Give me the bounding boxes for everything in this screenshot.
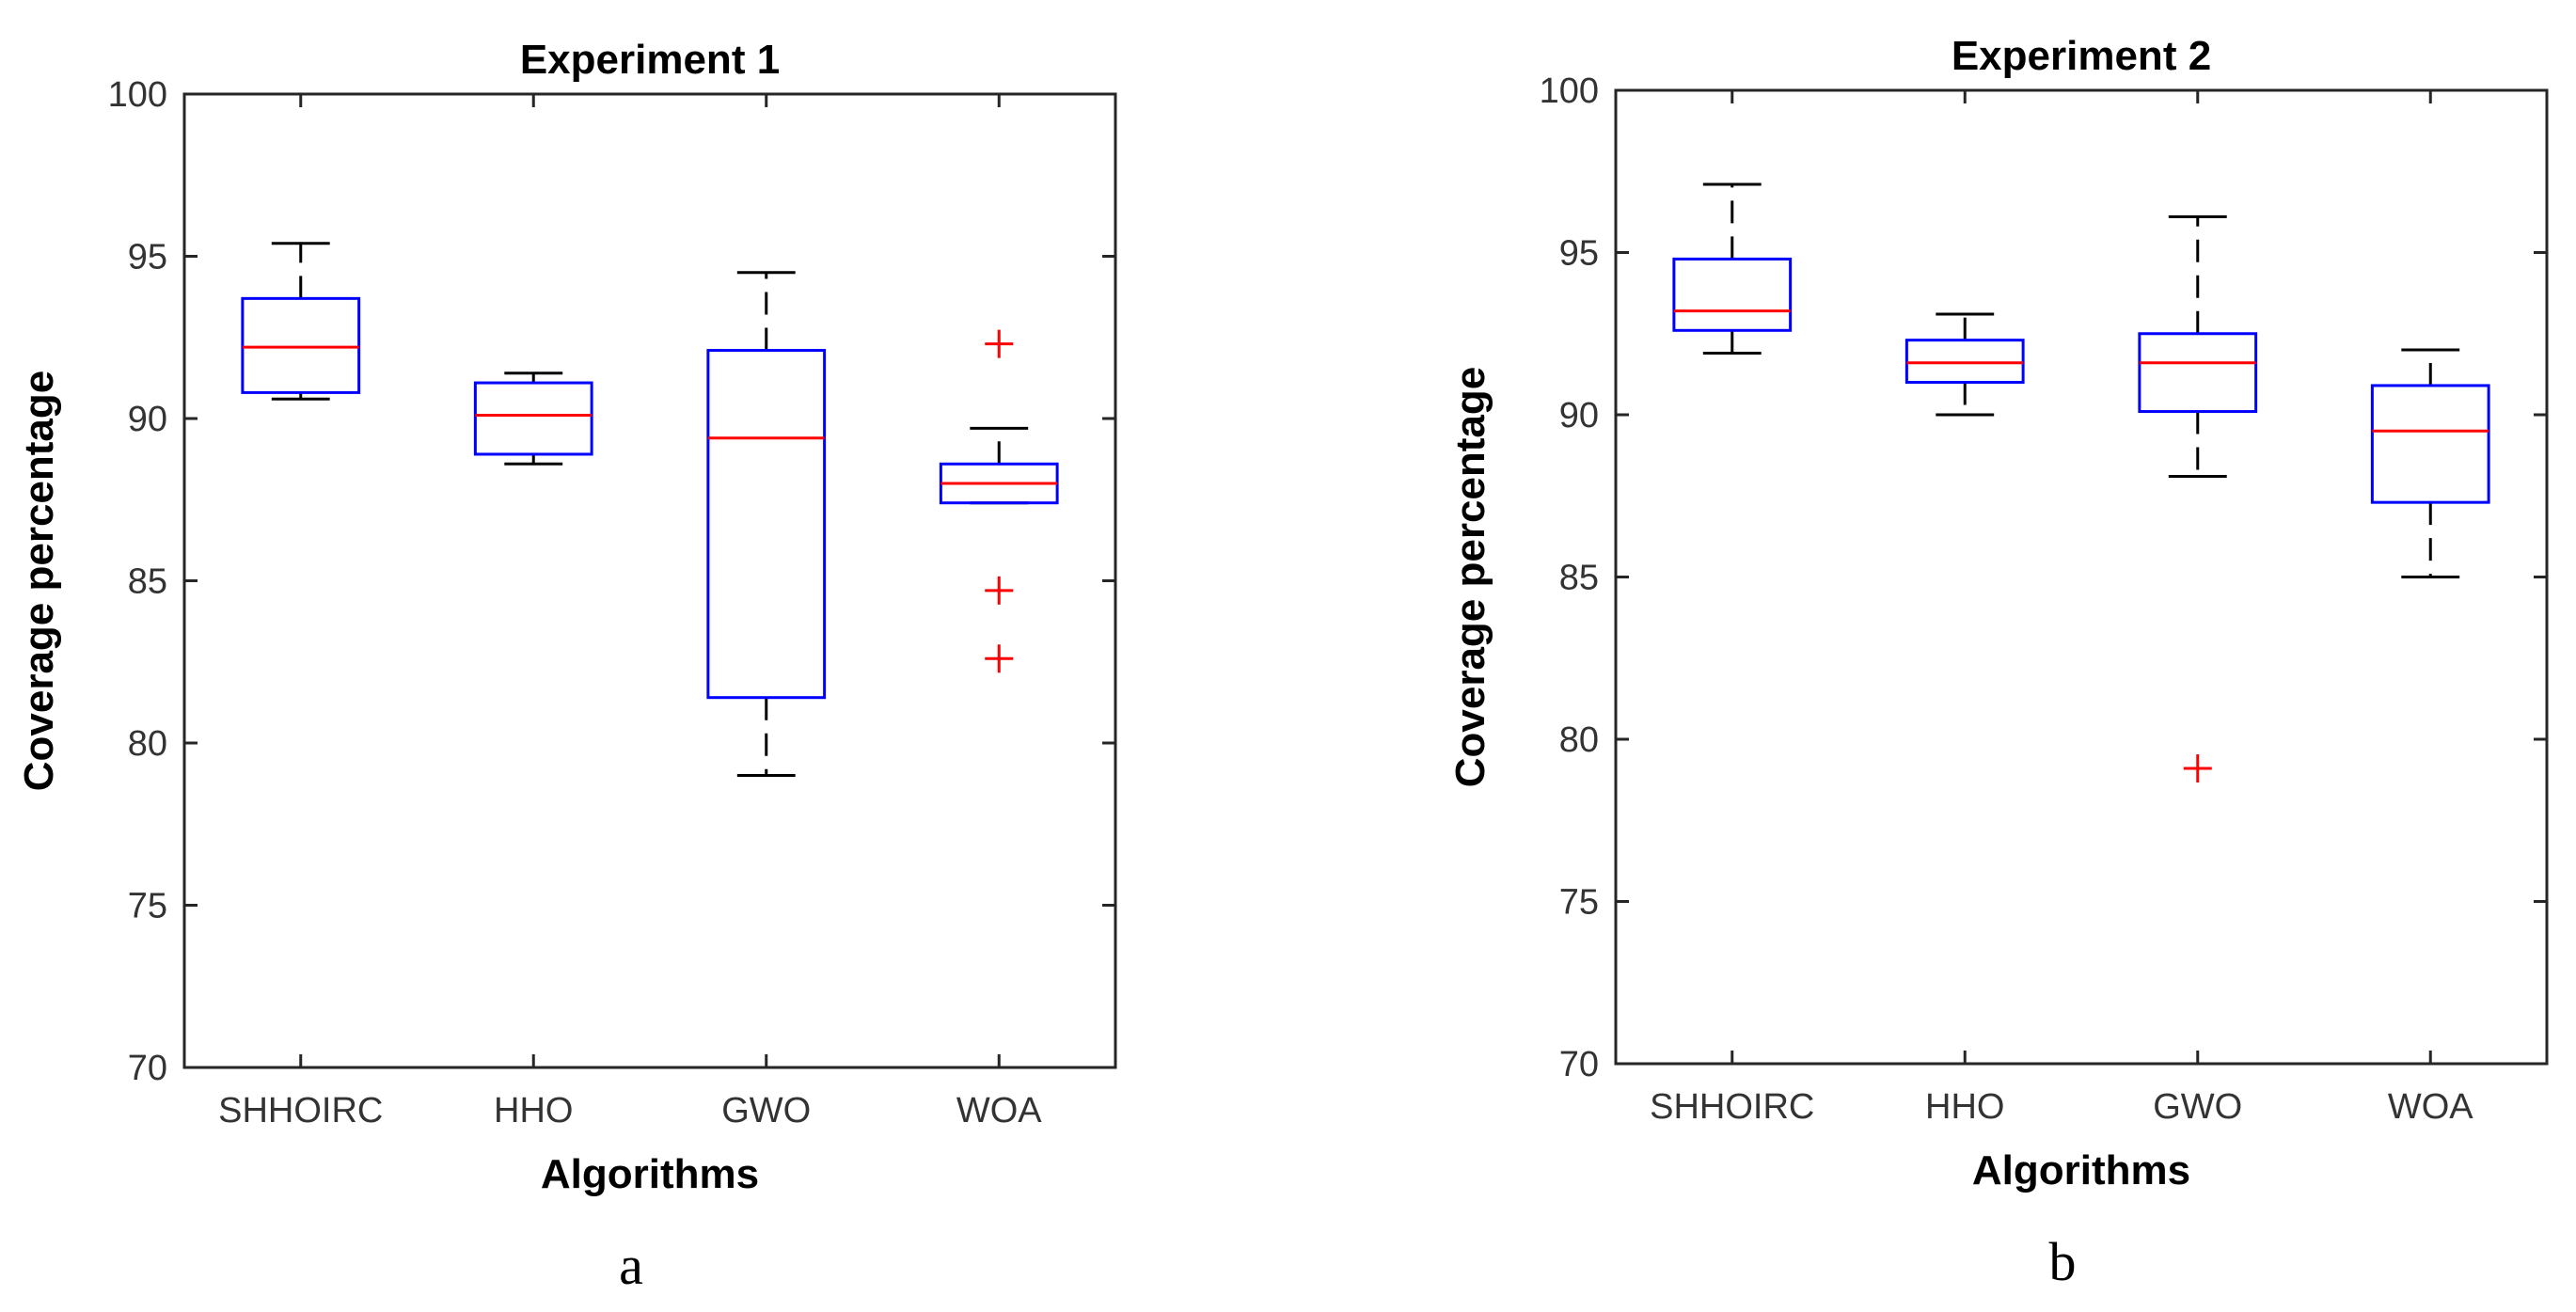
outlier-marker [985,644,1014,673]
x-axis-label: Algorithms [541,1151,759,1197]
x-axis-label: Algorithms [1972,1147,2190,1193]
panel-label: b [2049,1231,2077,1292]
y-tick-label: 75 [128,887,167,926]
chart-experiment-2: 70 75 80 85 90 95 100 SHHOIRC HHO GWO WOA Experimen… [1447,33,2549,1292]
y-tick-label: 100 [1540,71,1599,111]
box-body [2370,384,2490,504]
y-tick-label: 100 [108,75,167,115]
y-tick-label: 95 [128,238,167,277]
chart-title: Experiment 1 [520,37,780,83]
y-tick-label: 90 [128,400,167,439]
y-tick-label: 80 [1559,720,1599,760]
box-body [473,381,593,456]
box-body [1904,339,2025,384]
box-hho [473,371,593,466]
box-body [241,296,361,394]
box-gwo [2138,215,2258,783]
box-hho [1904,312,2025,417]
box-body [706,349,827,700]
y-tick-label: 95 [1559,234,1599,274]
x-tick-label: WOA [2388,1087,2473,1127]
x-tick-label: WOA [956,1091,1042,1130]
plot-area [1614,88,2549,1066]
x-tick-label: SHHOIRC [1650,1087,1814,1127]
box-woa [939,329,1059,673]
panel-label: a [619,1235,643,1296]
y-tick-label: 75 [1559,883,1599,923]
y-tick-label: 70 [128,1049,167,1088]
y-tick-label: 70 [1559,1045,1599,1084]
chart-title: Experiment 2 [1952,33,2211,79]
x-tick-label: HHO [494,1091,573,1130]
y-axis-label: Coverage percentage [1447,367,1493,788]
box-shhoirc [241,242,361,401]
x-tick-label: HHO [1925,1087,2004,1127]
x-tick-label: SHHOIRC [218,1091,383,1130]
outlier-marker [985,576,1014,605]
y-axis-label: Coverage percentage [16,371,62,792]
x-tick-label: GWO [721,1091,811,1130]
chart-experiment-1: 70 75 80 85 90 95 100 SHHOIRC HHO GWO WOA Experimen… [16,37,1117,1296]
plot-area [182,92,1117,1069]
outlier-marker [2183,754,2212,783]
box-gwo [706,271,827,777]
box-woa [2370,348,2490,578]
outlier-marker [985,329,1014,358]
box-body [2138,332,2258,414]
y-tick-label: 90 [1559,396,1599,435]
y-tick-label: 85 [128,562,167,602]
x-tick-label: GWO [2153,1087,2242,1127]
y-tick-label: 80 [128,724,167,764]
box-body [1672,257,1793,332]
y-tick-label: 85 [1559,559,1599,598]
box-shhoirc [1672,182,1793,355]
